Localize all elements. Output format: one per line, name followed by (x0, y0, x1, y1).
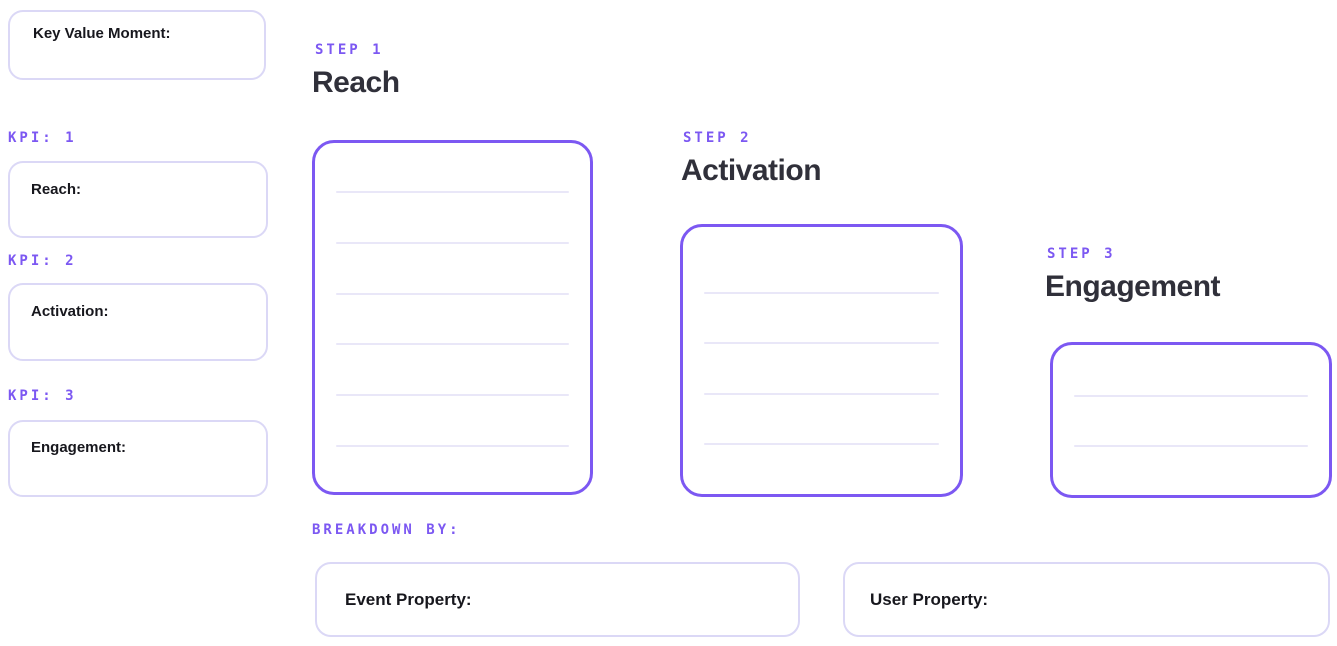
key-value-moment-label: Key Value Moment: (33, 25, 171, 42)
user-property-label: User Property: (870, 589, 989, 609)
kpi-1-tag: KPI: 1 (8, 130, 77, 146)
note-rule-line (336, 191, 569, 193)
step-1-notes-box[interactable] (312, 140, 593, 495)
note-rule-line (704, 292, 939, 294)
note-rule-line (336, 343, 569, 346)
note-rule-line (336, 241, 569, 244)
step-2-title: Activation (681, 154, 822, 187)
user-property-box[interactable]: User Property: (843, 562, 1330, 637)
event-property-label: Event Property: (345, 589, 472, 609)
note-rule-line (336, 292, 569, 295)
step-2-tag: STEP 2 (683, 130, 752, 146)
key-value-moment-box[interactable]: Key Value Moment: (8, 10, 266, 80)
kpi-2-box[interactable]: Activation: (8, 283, 268, 361)
kpi-1-box[interactable]: Reach: (8, 161, 268, 238)
step-1-tag: STEP 1 (315, 42, 384, 58)
kpi-3-tag: KPI: 3 (8, 388, 77, 404)
step-3-tag: STEP 3 (1047, 246, 1116, 262)
note-rule-line (1074, 395, 1308, 397)
kpi-2-label: Activation: (31, 303, 109, 320)
note-rule-line (336, 394, 569, 397)
breakdown-by-tag: BREAKDOWN BY: (312, 522, 461, 538)
step-3-notes-box[interactable] (1050, 342, 1332, 498)
kpi-3-box[interactable]: Engagement: (8, 420, 268, 497)
kpi-2-tag: KPI: 2 (8, 253, 77, 269)
step-2-notes-box[interactable] (680, 224, 963, 497)
kpi-1-label: Reach: (31, 181, 82, 198)
note-rule-line (704, 442, 939, 445)
note-rule-line (336, 445, 569, 447)
note-rule-line (1074, 445, 1308, 447)
event-property-box[interactable]: Event Property: (315, 562, 800, 637)
kpi-3-label: Engagement: (31, 439, 127, 456)
note-rule-line (704, 392, 939, 395)
note-rule-line (704, 342, 939, 345)
step-1-title: Reach (312, 66, 400, 99)
step-3-title: Engagement (1045, 270, 1221, 303)
